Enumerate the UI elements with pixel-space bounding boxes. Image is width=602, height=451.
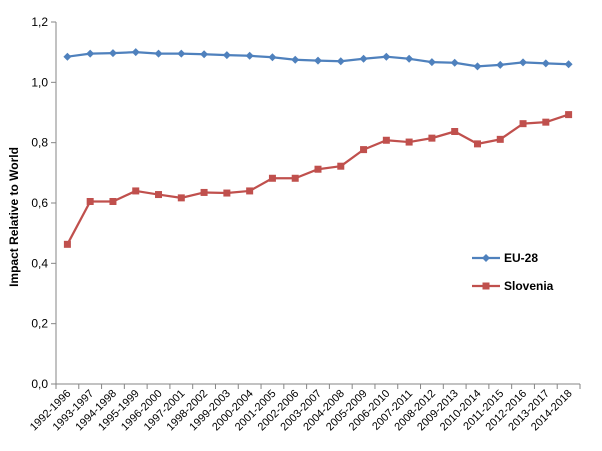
data-point-marker: [542, 118, 550, 126]
data-point-marker: [131, 48, 140, 57]
data-point-marker: [451, 128, 459, 136]
data-point-marker: [63, 240, 71, 248]
data-point-marker: [519, 120, 527, 128]
data-point-marker: [405, 54, 414, 63]
legend-marker: [482, 282, 490, 290]
y-tick-label: 0,8: [31, 136, 48, 150]
series-line: [66, 113, 569, 245]
data-point-marker: [200, 50, 209, 59]
data-point-marker: [86, 49, 95, 58]
legend: EU-28 Slovenia: [472, 251, 554, 293]
data-point-marker: [450, 58, 459, 67]
data-point-marker: [154, 49, 163, 58]
y-tick-label: 1,2: [31, 15, 48, 29]
data-point-marker: [177, 194, 185, 202]
x-axis-ticks: 1992-19961993-19971994-19981995-19991996…: [28, 384, 581, 433]
y-axis-title: Impact Relative to World: [7, 147, 21, 287]
series-eu-28: [63, 48, 573, 71]
y-tick-label: 0,2: [31, 317, 48, 331]
data-point-marker: [496, 60, 505, 69]
data-point-marker: [519, 58, 528, 67]
data-point-marker: [132, 187, 140, 195]
y-tick-label: 0,4: [31, 256, 48, 270]
data-point-marker: [359, 54, 368, 63]
data-point-marker: [541, 59, 550, 68]
data-point-marker: [473, 62, 482, 71]
data-point-marker: [360, 146, 368, 154]
series-lines: [63, 48, 573, 248]
data-point-marker: [291, 174, 299, 182]
data-point-marker: [291, 55, 300, 64]
data-point-marker: [314, 56, 322, 65]
data-point-marker: [63, 52, 72, 61]
data-point-marker: [473, 140, 481, 148]
series-slovenia: [63, 111, 573, 248]
y-axis-ticks: 0,0 0,2 0,4 0,6 0,8 1,0 1,2: [31, 15, 56, 391]
legend-item: Slovenia: [472, 279, 554, 293]
data-point-marker: [428, 134, 436, 142]
y-tick-label: 0,6: [31, 196, 48, 210]
data-point-marker: [222, 51, 231, 60]
data-point-marker: [200, 188, 208, 196]
data-point-marker: [245, 51, 254, 60]
data-point-marker: [108, 49, 117, 58]
data-point-marker: [177, 49, 186, 58]
data-point-marker: [86, 197, 94, 205]
y-tick-label: 0,0: [31, 377, 48, 391]
legend-item: EU-28: [472, 251, 538, 265]
axes: [55, 22, 580, 385]
data-point-marker: [314, 165, 322, 173]
data-point-marker: [223, 189, 231, 197]
data-point-marker: [336, 57, 345, 66]
y-tick-label: 1,0: [31, 75, 48, 89]
legend-label: EU-28: [504, 251, 538, 265]
data-point-marker: [496, 135, 504, 143]
data-point-marker: [155, 191, 163, 199]
data-point-marker: [268, 53, 277, 62]
legend-label: Slovenia: [504, 279, 554, 293]
data-point-marker: [337, 162, 345, 170]
data-point-marker: [246, 187, 254, 195]
data-point-marker: [109, 197, 117, 205]
data-point-marker: [268, 174, 276, 182]
data-point-marker: [382, 136, 390, 144]
legend-marker: [482, 254, 490, 262]
data-point-marker: [565, 111, 573, 119]
data-point-marker: [427, 58, 436, 67]
data-point-marker: [382, 52, 391, 61]
data-point-marker: [405, 138, 413, 146]
data-point-marker: [564, 60, 573, 69]
